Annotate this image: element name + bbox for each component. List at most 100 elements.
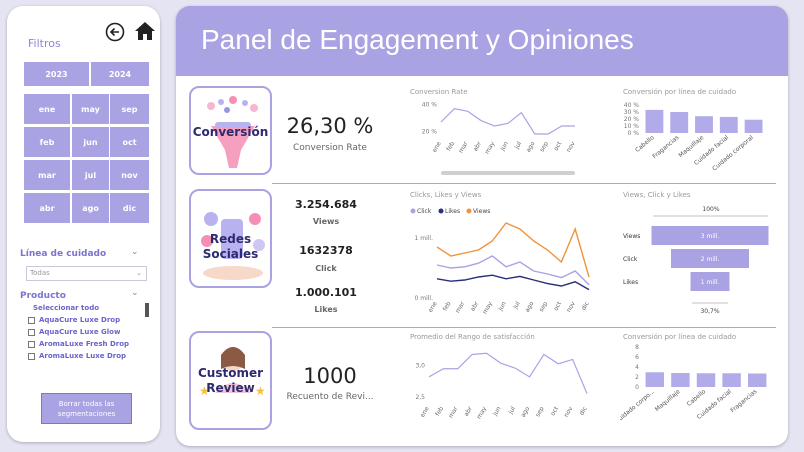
chevron-down-icon: ⌄ [136, 269, 142, 277]
conversion-card-label: Conversión [192, 125, 269, 139]
bar [747, 373, 767, 387]
social-card-line2: Sociales [202, 247, 259, 261]
legend-label-click: Click [417, 208, 432, 215]
year-2023-button[interactable]: 2023 [24, 62, 89, 86]
product-item[interactable]: AromaLuxe Luxe Drop [28, 352, 126, 360]
x-tick-label: oct [549, 405, 560, 417]
x-tick-label: Cuidado corpo... [620, 388, 656, 425]
x-tick-label: sep [538, 300, 549, 313]
x-tick-label: mar [457, 140, 469, 154]
chart-title: Conversión por línea de cuidado [623, 333, 737, 341]
bar [719, 116, 738, 133]
x-tick-label: abr [463, 405, 474, 418]
back-arrow-icon[interactable] [105, 22, 125, 42]
funnel-value-label: 3 mill. [701, 233, 720, 240]
product-label-text: AquaCure Luxe Drop [39, 316, 121, 324]
x-tick-label: jun [499, 140, 510, 153]
bar [670, 112, 689, 133]
month-button-jun[interactable]: jun [72, 127, 109, 157]
social-card-line1: Redes [209, 232, 252, 246]
funnel-bar [671, 249, 749, 268]
y-tick-label: 0 [635, 384, 639, 391]
y-tick-label: 20 % [624, 116, 640, 123]
product-item[interactable]: AquaCure Luxe Drop [28, 316, 120, 324]
x-tick-label: ago [520, 405, 532, 418]
y-tick-label: 4 [635, 364, 639, 371]
conversion-by-care-line-bar-chart: 0 %10 %20 %30 %40 %CabelloFraganciasMaqu… [624, 102, 763, 172]
x-tick-label: nov [565, 140, 577, 153]
x-tick-label: may [484, 140, 497, 155]
month-button-feb[interactable]: feb [24, 127, 70, 157]
y-tick-label: 6 [635, 354, 639, 361]
x-tick-label: ene [419, 405, 431, 418]
month-button-ago[interactable]: ago [72, 193, 109, 223]
x-tick-label: Fragancias [651, 134, 680, 160]
month-button-abr[interactable]: abr [24, 193, 70, 223]
product-item[interactable]: AquaCure Luxe Glow [28, 328, 120, 336]
reviews-count-value: 1000 [303, 364, 357, 388]
series-line-click [436, 255, 590, 286]
likes-value: 1.000.101 [295, 286, 357, 299]
conversion-card: Conversión [189, 86, 272, 175]
bar [744, 119, 763, 133]
x-tick-label: sep [534, 405, 545, 418]
home-icon[interactable] [134, 21, 156, 41]
year-2024-button[interactable]: 2024 [91, 62, 149, 86]
funnel-category-label: Likes [623, 279, 638, 286]
chart-title: Clicks, Likes y Views [410, 191, 482, 199]
month-button-may[interactable]: may [72, 94, 109, 124]
x-tick-label: mar [447, 405, 459, 419]
y-tick-label: 30 % [624, 109, 640, 116]
x-tick-label: dic [580, 301, 590, 312]
review-card-label: Customer Review [191, 366, 270, 396]
clicks-likes-views-line-chart: Click Likes Views 0 mill. 1 mill. ene feb mar ab… [410, 208, 591, 315]
product-select-all[interactable]: Seleccionar todo [33, 304, 99, 312]
row-divider [272, 327, 776, 328]
legend-marker-views [466, 208, 472, 214]
y-tick-label: 2 [635, 374, 639, 381]
month-button-jul[interactable]: jul [72, 160, 109, 190]
review-card-line2: Review [206, 381, 255, 395]
month-button-nov[interactable]: nov [110, 160, 149, 190]
month-button-oct[interactable]: oct [110, 127, 149, 157]
social-media-illustration-icon [201, 212, 265, 280]
funnel-value-label: 1 mill. [701, 279, 720, 286]
row-divider [272, 183, 776, 184]
y-tick-label: 40 % [422, 102, 438, 109]
social-card-label: Redes Sociales [191, 232, 270, 262]
y-tick-label: 10 % [624, 123, 640, 130]
x-tick-label: oct [552, 300, 563, 312]
month-button-ene[interactable]: ene [24, 94, 70, 124]
product-label-text: AromaLuxe Luxe Drop [39, 352, 127, 360]
y-tick-label: 0 mill. [415, 295, 434, 302]
month-button-mar[interactable]: mar [24, 160, 70, 190]
bar [695, 116, 713, 133]
chevron-down-icon[interactable]: ⌄ [131, 247, 139, 257]
care-line-select[interactable]: Todas ⌄ [26, 266, 147, 281]
checkbox[interactable] [28, 352, 35, 360]
x-tick-label: jul [513, 140, 523, 151]
month-button-dic[interactable]: dic [110, 193, 149, 223]
product-label-text: Seleccionar todo [33, 304, 100, 312]
checkbox[interactable] [28, 328, 35, 336]
month-button-sep[interactable]: sep [110, 94, 149, 124]
clear-filters-button[interactable]: Borrar todas las segmentaciones [41, 393, 132, 424]
series-line-likes [436, 274, 590, 291]
y-tick-label: 2,5 [415, 394, 425, 401]
product-list-scrollbar[interactable] [145, 303, 149, 317]
funnel-illustration-icon [207, 96, 258, 168]
chevron-down-icon[interactable]: ⌄ [131, 288, 139, 298]
x-tick-label: oct [553, 140, 564, 152]
click-value: 1632378 [299, 244, 353, 257]
checkbox[interactable] [28, 340, 35, 348]
x-tick-label: feb [434, 405, 445, 417]
bar [671, 373, 690, 387]
y-tick-label: 3,0 [415, 363, 425, 370]
views-label: Views [312, 217, 340, 226]
funnel-bottom-label: 30,7% [700, 308, 719, 315]
chart-title: Conversión por línea de cuidado [623, 88, 737, 96]
checkbox[interactable] [28, 316, 35, 324]
x-tick-label: jun [491, 405, 502, 418]
product-item[interactable]: AromaLuxe Fresh Drop [28, 340, 129, 348]
